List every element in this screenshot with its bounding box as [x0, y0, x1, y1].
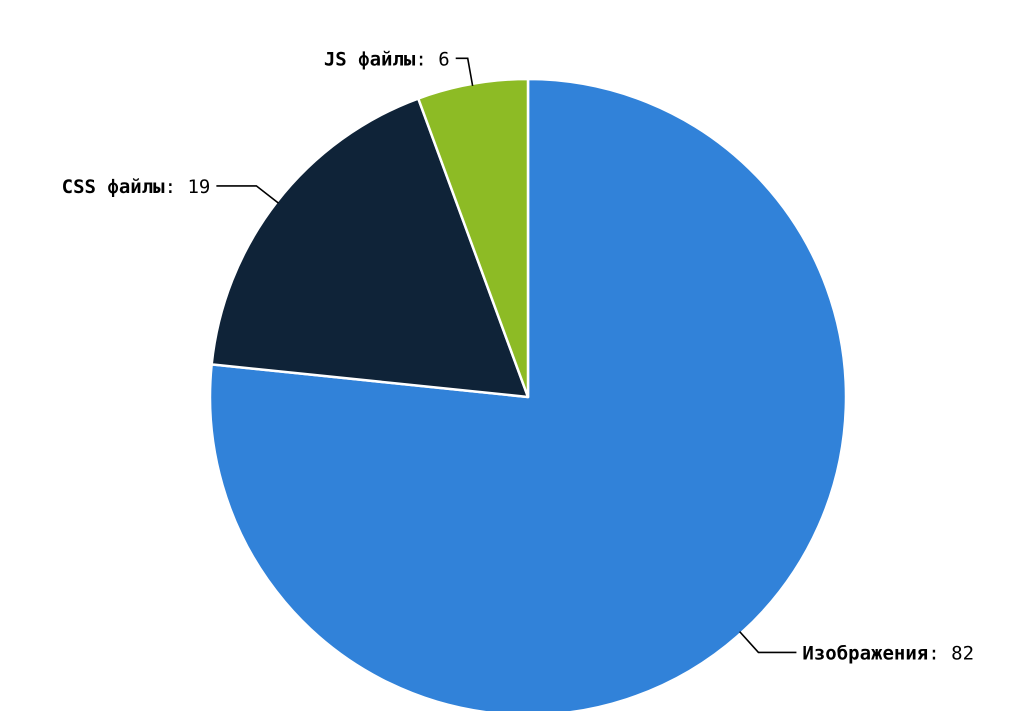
data-label-value-2: 19 [187, 176, 210, 198]
label-connectors [216, 57, 797, 654]
label-connector-1 [739, 631, 797, 654]
data-label-1: Изображения: 82 [802, 642, 974, 664]
data-label-3: JS файлы: 6 [324, 48, 450, 70]
data-label-name-1: Изображения [802, 642, 928, 664]
data-label-separator-1: : [928, 642, 951, 664]
pie-slices [208, 77, 848, 711]
data-label-separator-3: : [415, 48, 438, 70]
data-label-2: CSS файлы: 19 [62, 176, 211, 198]
data-label-name-3: JS файлы [324, 48, 416, 70]
data-labels: Изображения: 82 CSS файлы: 19 JS файлы: 6 [62, 48, 974, 664]
data-label-separator-2: : [165, 176, 188, 198]
data-label-name-2: CSS файлы [62, 176, 166, 198]
label-connector-2 [216, 185, 279, 204]
label-connector-3 [455, 57, 474, 87]
data-label-value-3: 6 [438, 48, 449, 70]
data-label-value-1: 82 [951, 642, 974, 664]
